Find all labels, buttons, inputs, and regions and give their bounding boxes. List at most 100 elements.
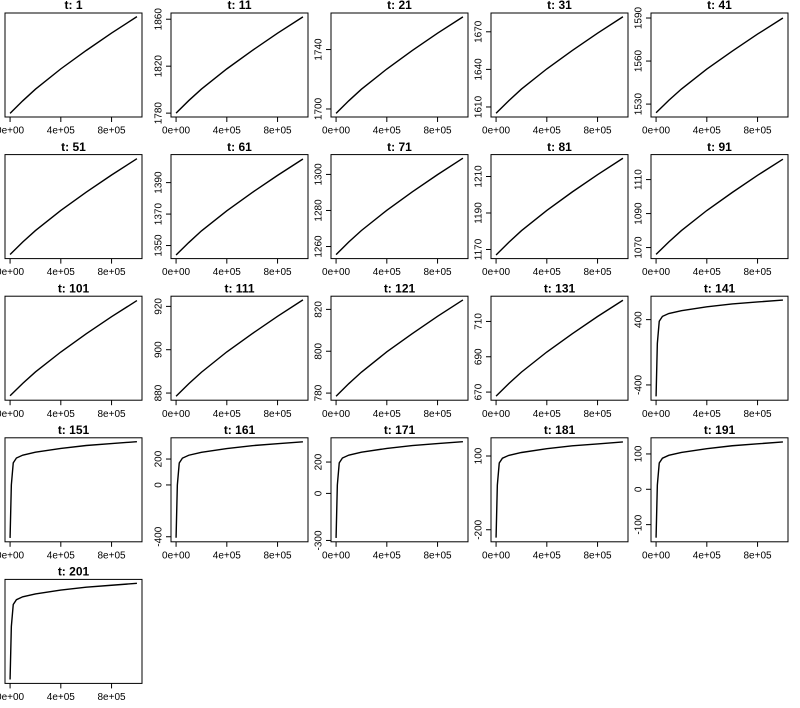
x-tick-label: 4e+05 [213, 550, 242, 561]
data-line [9, 440, 137, 538]
plot-frame [650, 295, 789, 401]
y-tick-label: 1590 [634, 6, 645, 29]
plot-frame [490, 437, 629, 543]
x-tick-label: 8e+05 [264, 550, 293, 561]
plot-frame [490, 154, 629, 260]
x-tick-label: 0e+00 [0, 409, 25, 420]
x-tick-label: 8e+05 [424, 267, 453, 278]
plot-frame [490, 295, 629, 401]
y-tick-label: 0 [634, 486, 645, 492]
panel-title: t: 161 [224, 423, 256, 437]
x-tick-label: 4e+05 [373, 409, 402, 420]
x-tick-label: 8e+05 [584, 409, 613, 420]
x-tick-label: 4e+05 [47, 550, 76, 561]
plot-frame [490, 12, 629, 118]
x-tick-label: 4e+05 [693, 267, 722, 278]
plot-frame [4, 437, 143, 543]
x-tick-label: 0e+00 [482, 126, 511, 137]
x-tick-label: 4e+05 [213, 267, 242, 278]
x-tick-label: 8e+05 [584, 550, 613, 561]
x-tick-label: 4e+05 [213, 126, 242, 137]
x-tick-label: 8e+05 [264, 409, 293, 420]
x-tick-label: 0e+00 [0, 267, 25, 278]
panel-title: t: 201 [58, 565, 90, 579]
y-tick-label: 1560 [634, 49, 645, 72]
y-tick-label: 200 [154, 450, 165, 467]
x-tick-label: 0e+00 [0, 550, 25, 561]
panel-title: t: 121 [384, 281, 416, 295]
panel-title: t: 131 [544, 281, 576, 295]
plot-frame [330, 295, 469, 401]
x-tick-label: 8e+05 [98, 267, 127, 278]
x-tick-label: 8e+05 [424, 126, 453, 137]
data-line [335, 440, 463, 538]
y-tick-label: 1260 [314, 235, 325, 258]
x-tick-label: 0e+00 [162, 550, 191, 561]
data-line [175, 299, 304, 397]
panel-title: t: 111 [224, 281, 254, 295]
x-tick-label: 0e+00 [0, 126, 25, 137]
y-tick-label: 800 [314, 342, 325, 359]
y-tick-label: 1210 [474, 165, 485, 188]
x-tick-label: 0e+00 [642, 409, 671, 420]
x-tick-label: 0e+00 [482, 550, 511, 561]
y-tick-label: 1070 [634, 236, 645, 259]
x-tick-label: 0e+00 [482, 267, 511, 278]
x-tick-label: 0e+00 [162, 409, 191, 420]
y-tick-label: 1280 [314, 199, 325, 222]
x-tick-label: 4e+05 [47, 267, 76, 278]
y-tick-label: 1370 [154, 203, 165, 226]
plot-frame [330, 154, 469, 260]
x-tick-label: 0e+00 [642, 267, 671, 278]
x-tick-label: 8e+05 [98, 409, 127, 420]
x-tick-label: 8e+05 [264, 267, 293, 278]
x-tick-label: 0e+00 [642, 550, 671, 561]
x-tick-label: 4e+05 [47, 409, 76, 420]
x-tick-label: 8e+05 [584, 126, 613, 137]
y-tick-label: 1110 [634, 169, 645, 190]
panel-title: t: 31 [547, 0, 572, 12]
plot-frame [170, 295, 309, 401]
x-tick-label: 8e+05 [98, 126, 127, 137]
y-tick-label: -400 [634, 374, 645, 394]
panel-title: t: 11 [227, 0, 251, 12]
panel-title: t: 51 [61, 140, 86, 154]
data-line [655, 299, 783, 397]
x-tick-label: 4e+05 [533, 126, 562, 137]
plot-frame [650, 437, 789, 543]
data-line [495, 16, 624, 114]
data-line [655, 441, 783, 538]
plot-frame [170, 437, 309, 543]
y-tick-label: 1780 [154, 102, 165, 125]
y-tick-label: 100 [474, 447, 485, 464]
y-tick-label: 820 [314, 301, 325, 318]
y-tick-label: 670 [474, 383, 485, 400]
y-tick-label: 1820 [154, 55, 165, 78]
y-tick-label: 400 [634, 311, 645, 328]
data-line [335, 157, 464, 256]
x-tick-label: 8e+05 [584, 267, 613, 278]
x-tick-label: 8e+05 [744, 267, 773, 278]
x-tick-label: 4e+05 [47, 692, 76, 703]
y-tick-label: 1190 [474, 202, 485, 224]
x-tick-label: 0e+00 [322, 409, 351, 420]
y-tick-label: 100 [634, 445, 645, 462]
x-tick-label: 0e+00 [162, 267, 191, 278]
y-tick-label: 200 [314, 453, 325, 470]
x-tick-label: 4e+05 [533, 409, 562, 420]
panel-title: t: 1 [65, 0, 83, 12]
plot-frame [650, 12, 789, 118]
x-tick-label: 8e+05 [98, 692, 127, 703]
data-line [495, 441, 623, 538]
plot-frame [650, 154, 789, 260]
x-tick-label: 4e+05 [533, 267, 562, 278]
x-tick-label: 8e+05 [424, 409, 453, 420]
x-tick-label: 0e+00 [642, 126, 671, 137]
x-tick-label: 8e+05 [424, 550, 453, 561]
y-tick-label: -400 [154, 526, 165, 546]
x-tick-label: 4e+05 [373, 267, 402, 278]
y-tick-label: 1390 [154, 171, 165, 194]
x-tick-label: 0e+00 [322, 126, 351, 137]
y-tick-label: -300 [314, 530, 325, 550]
